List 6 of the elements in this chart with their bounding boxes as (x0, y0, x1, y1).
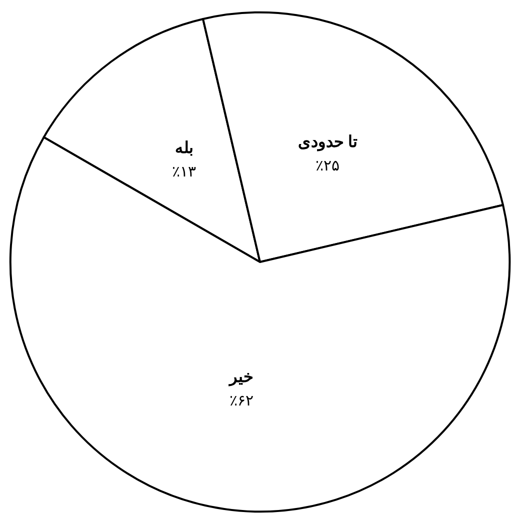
slice-label: تا حدودی (298, 134, 358, 152)
slice-label: بله (174, 140, 193, 157)
data-label: ٪۱۳ (172, 164, 196, 180)
slice-label: خیر (228, 368, 254, 387)
data-label: ٪۶۲ (229, 393, 254, 410)
data-label: ٪۲۵ (315, 158, 340, 174)
